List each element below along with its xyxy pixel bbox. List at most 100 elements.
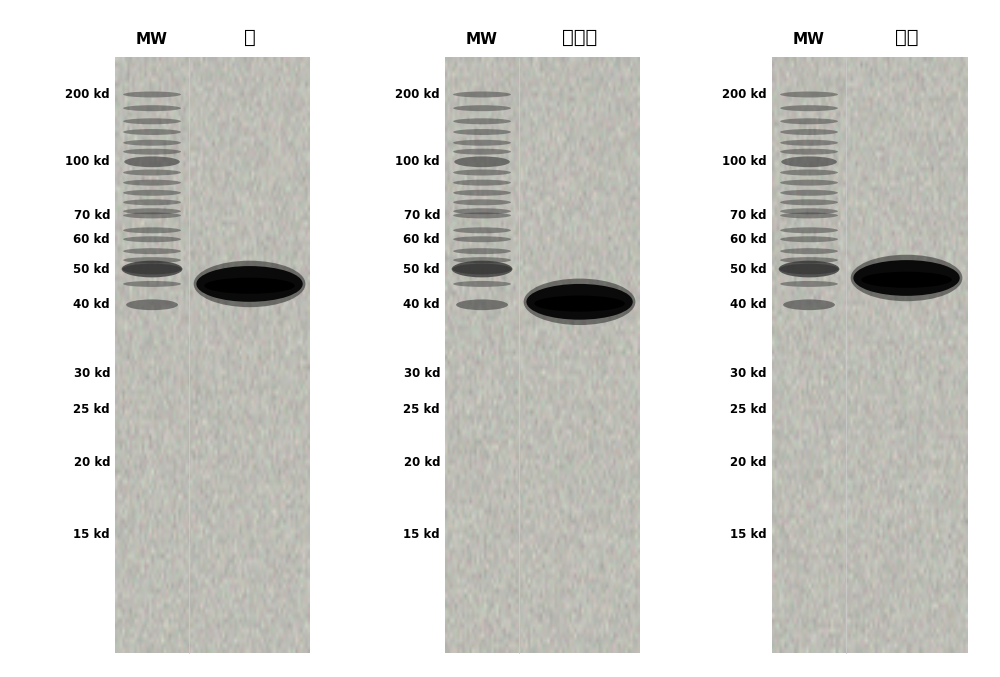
Ellipse shape <box>123 91 181 97</box>
Ellipse shape <box>126 299 178 310</box>
Ellipse shape <box>123 139 181 146</box>
Ellipse shape <box>453 139 511 146</box>
Ellipse shape <box>779 261 839 278</box>
Ellipse shape <box>123 199 181 205</box>
Ellipse shape <box>780 139 838 146</box>
Ellipse shape <box>123 129 181 135</box>
Ellipse shape <box>123 248 181 254</box>
Ellipse shape <box>123 149 181 154</box>
Ellipse shape <box>780 281 838 287</box>
Text: 人: 人 <box>244 28 255 47</box>
Text: 100 kd: 100 kd <box>722 155 767 169</box>
Ellipse shape <box>123 281 181 287</box>
Ellipse shape <box>780 236 838 242</box>
Text: 15 kd: 15 kd <box>730 527 767 541</box>
Text: 50 kd: 50 kd <box>403 263 440 276</box>
Text: 15 kd: 15 kd <box>73 527 110 541</box>
Ellipse shape <box>123 118 181 125</box>
Text: 小鼠: 小鼠 <box>895 28 918 47</box>
Ellipse shape <box>780 105 838 111</box>
Text: 40 kd: 40 kd <box>403 299 440 311</box>
Text: MW: MW <box>793 32 825 47</box>
Ellipse shape <box>456 299 508 310</box>
Ellipse shape <box>204 278 295 294</box>
Ellipse shape <box>780 199 838 205</box>
Ellipse shape <box>524 278 635 325</box>
Ellipse shape <box>780 179 838 185</box>
Ellipse shape <box>780 227 838 234</box>
Ellipse shape <box>454 156 510 167</box>
Text: MW: MW <box>136 32 168 47</box>
Ellipse shape <box>123 190 181 196</box>
Text: 25 kd: 25 kd <box>730 403 767 416</box>
Ellipse shape <box>452 261 512 278</box>
Ellipse shape <box>123 257 181 263</box>
Ellipse shape <box>453 257 511 263</box>
Ellipse shape <box>122 261 182 278</box>
Ellipse shape <box>783 299 835 310</box>
Text: 100 kd: 100 kd <box>395 155 440 169</box>
Text: 25 kd: 25 kd <box>73 403 110 416</box>
Ellipse shape <box>780 190 838 196</box>
Ellipse shape <box>123 169 181 175</box>
Text: 50 kd: 50 kd <box>73 263 110 276</box>
Text: 30 kd: 30 kd <box>74 367 110 380</box>
Ellipse shape <box>534 296 625 311</box>
Text: 70 kd: 70 kd <box>730 209 767 222</box>
Text: 50 kd: 50 kd <box>730 263 767 276</box>
Text: 70 kd: 70 kd <box>74 209 110 222</box>
Text: 100 kd: 100 kd <box>65 155 110 169</box>
Ellipse shape <box>780 209 838 214</box>
Text: 40 kd: 40 kd <box>73 299 110 311</box>
Text: 70 kd: 70 kd <box>404 209 440 222</box>
Ellipse shape <box>453 129 511 135</box>
Ellipse shape <box>453 179 511 185</box>
Text: 60 kd: 60 kd <box>730 233 767 246</box>
Ellipse shape <box>453 118 511 125</box>
Ellipse shape <box>122 263 182 274</box>
Ellipse shape <box>453 281 511 287</box>
Text: 20 kd: 20 kd <box>404 456 440 469</box>
Ellipse shape <box>779 263 839 274</box>
Ellipse shape <box>123 179 181 185</box>
Ellipse shape <box>453 190 511 196</box>
Text: 20 kd: 20 kd <box>74 456 110 469</box>
Ellipse shape <box>124 156 180 167</box>
Text: 30 kd: 30 kd <box>730 367 767 380</box>
Ellipse shape <box>194 261 305 307</box>
Ellipse shape <box>861 271 952 288</box>
Ellipse shape <box>780 91 838 97</box>
Ellipse shape <box>123 209 181 214</box>
Text: 60 kd: 60 kd <box>403 233 440 246</box>
Ellipse shape <box>453 227 511 234</box>
Text: 40 kd: 40 kd <box>730 299 767 311</box>
Ellipse shape <box>526 284 633 320</box>
Ellipse shape <box>781 156 837 167</box>
Text: 15 kd: 15 kd <box>403 527 440 541</box>
Text: 25 kd: 25 kd <box>403 403 440 416</box>
Ellipse shape <box>780 248 838 254</box>
Ellipse shape <box>123 105 181 111</box>
Ellipse shape <box>780 118 838 125</box>
Text: 200 kd: 200 kd <box>722 88 767 101</box>
Ellipse shape <box>452 263 512 274</box>
Text: 200 kd: 200 kd <box>65 88 110 101</box>
Ellipse shape <box>453 248 511 254</box>
Ellipse shape <box>453 91 511 97</box>
Ellipse shape <box>780 129 838 135</box>
Ellipse shape <box>453 149 511 154</box>
Ellipse shape <box>196 266 303 302</box>
Text: MW: MW <box>466 32 498 47</box>
Text: 20 kd: 20 kd <box>730 456 767 469</box>
Ellipse shape <box>453 209 511 214</box>
Text: 食蟹猴: 食蟹猴 <box>562 28 597 47</box>
Ellipse shape <box>453 169 511 175</box>
Ellipse shape <box>780 257 838 263</box>
Ellipse shape <box>780 213 838 219</box>
Ellipse shape <box>851 255 962 301</box>
Text: 200 kd: 200 kd <box>395 88 440 101</box>
Ellipse shape <box>123 227 181 234</box>
Ellipse shape <box>453 213 511 219</box>
Ellipse shape <box>123 236 181 242</box>
Ellipse shape <box>853 260 960 296</box>
